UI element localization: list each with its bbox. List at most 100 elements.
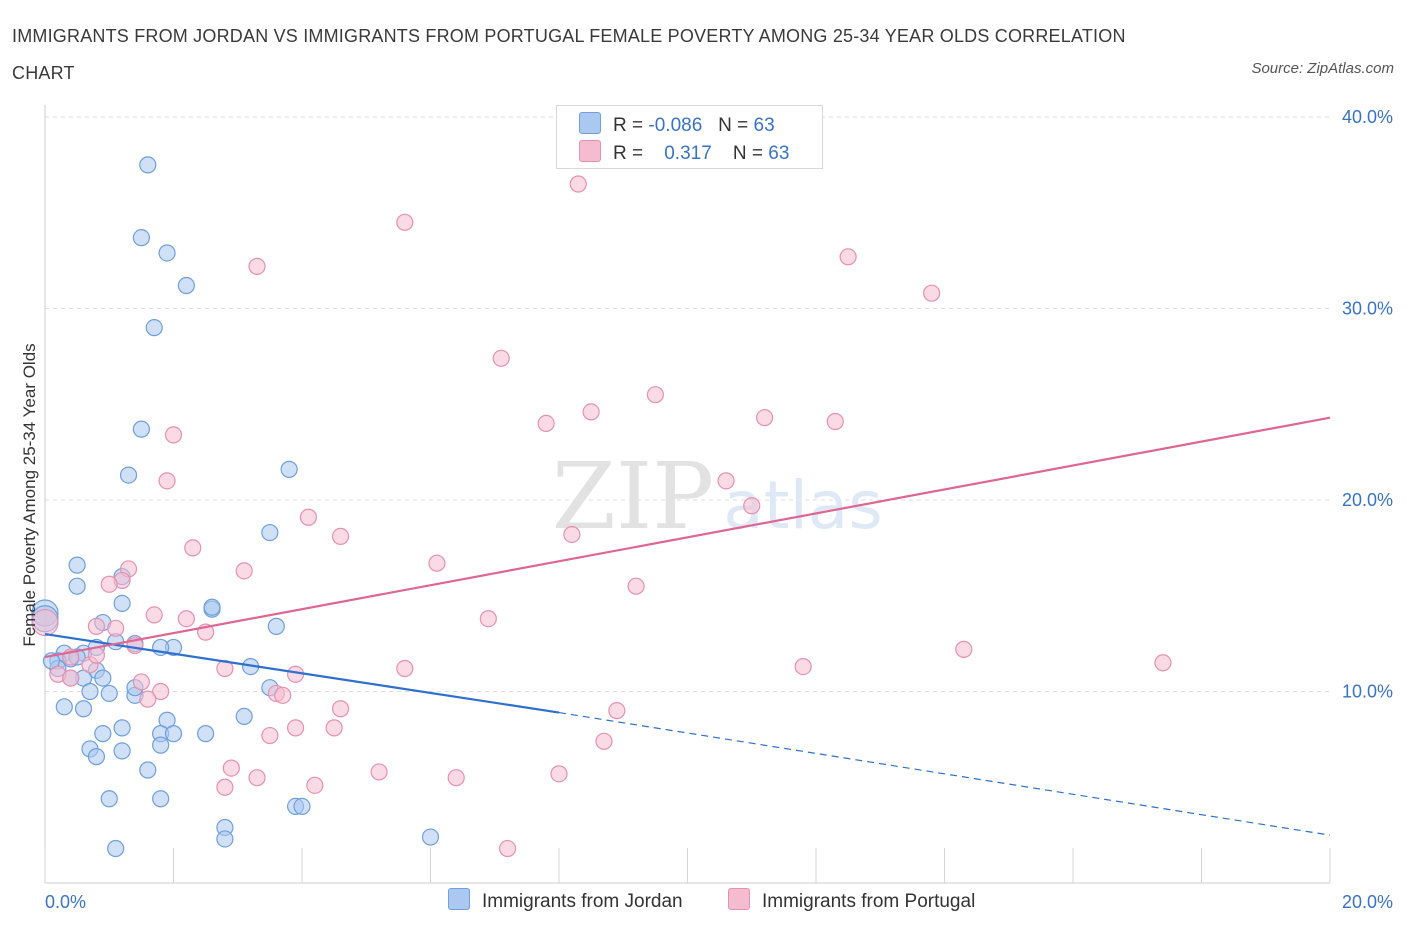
portugal-point bbox=[537, 414, 555, 432]
watermark: ZIP atlas bbox=[552, 443, 883, 550]
jordan-point bbox=[81, 682, 99, 701]
jordan-point bbox=[197, 725, 215, 743]
jordan-point bbox=[68, 556, 86, 574]
portugal-point bbox=[132, 673, 150, 691]
jordan-point bbox=[113, 719, 131, 737]
portugal-point bbox=[299, 508, 318, 526]
portugal-point bbox=[306, 776, 324, 794]
y-tick-label: 40.0% bbox=[1342, 107, 1393, 127]
portugal-point bbox=[428, 554, 446, 572]
y-axis-label: Female Poverty Among 25-34 Year Olds bbox=[20, 343, 39, 647]
jordan-point bbox=[164, 725, 183, 743]
jordan-point bbox=[216, 830, 234, 848]
portugal-point bbox=[274, 686, 292, 704]
portugal-point bbox=[743, 497, 761, 515]
portugal-point bbox=[582, 403, 600, 421]
portugal-point bbox=[216, 778, 234, 796]
bottom-legend-swatch-portugal bbox=[728, 888, 750, 910]
portugal-point bbox=[100, 575, 118, 593]
jordan-point bbox=[152, 736, 170, 754]
bottom-legend-label-jordan: Immigrants from Jordan bbox=[482, 891, 683, 912]
portugal-point bbox=[177, 610, 195, 628]
portugal-point bbox=[261, 726, 279, 745]
jordan-point bbox=[94, 669, 112, 687]
jordan-point bbox=[293, 797, 311, 816]
y-tick-label: 20.0% bbox=[1342, 490, 1393, 510]
jordan-point bbox=[74, 700, 93, 718]
jordan-point bbox=[139, 156, 157, 174]
legend-n-label: N = bbox=[718, 115, 749, 136]
bottom-legend-jordan: Immigrants from Jordan bbox=[448, 888, 683, 913]
portugal-point bbox=[248, 257, 266, 275]
portugal-point bbox=[1154, 654, 1172, 672]
jordan-trend-extension bbox=[558, 711, 1331, 836]
jordan-point bbox=[177, 276, 195, 295]
y-tick-label: 10.0% bbox=[1342, 682, 1393, 702]
x-tick-label: 0.0% bbox=[45, 892, 86, 912]
jordan-point bbox=[119, 466, 138, 484]
portugal-point bbox=[152, 682, 170, 701]
bottom-legend-swatch-jordan bbox=[448, 888, 470, 910]
jordan-point bbox=[87, 748, 106, 766]
portugal-point bbox=[87, 617, 106, 635]
jordan-point bbox=[132, 420, 150, 438]
portugal-point bbox=[331, 700, 350, 718]
jordan-point bbox=[55, 698, 73, 716]
portugal-point bbox=[794, 658, 812, 676]
jordan-point bbox=[68, 577, 86, 595]
jordan-point bbox=[100, 684, 118, 703]
portugal-point bbox=[608, 702, 626, 720]
portugal-point bbox=[447, 769, 465, 787]
legend-r-label: R = bbox=[613, 115, 644, 136]
tick-labels: 10.0% 20.0% 30.0% 40.0% 0.0% 20.0% bbox=[45, 107, 1393, 912]
portugal-point bbox=[145, 606, 163, 624]
bottom-legend-label-portugal: Immigrants from Portugal bbox=[762, 891, 976, 912]
legend-n-value-jordan: 63 bbox=[753, 115, 775, 136]
portugal-point bbox=[717, 472, 735, 490]
jordan-point bbox=[267, 617, 285, 635]
jordan-point bbox=[113, 742, 131, 760]
jordan-point bbox=[132, 229, 150, 247]
portugal-point bbox=[370, 763, 388, 781]
portugal-point bbox=[158, 472, 176, 490]
portugal-point bbox=[595, 732, 613, 750]
jordan-point bbox=[139, 761, 157, 779]
bottom-legend-portugal: Immigrants from Portugal bbox=[728, 888, 975, 913]
portugal-point bbox=[755, 409, 774, 427]
points bbox=[31, 156, 1172, 858]
portugal-trend-line bbox=[44, 416, 1331, 659]
portugal-point bbox=[62, 669, 80, 687]
chart-title: IMMIGRANTS FROM JORDAN VS IMMIGRANTS FRO… bbox=[12, 26, 1126, 83]
legend-row-portugal: R = 0.317 N = 63 bbox=[579, 140, 789, 164]
jordan-point bbox=[94, 725, 112, 743]
legend-n-label: N = bbox=[732, 143, 764, 164]
axes bbox=[44, 105, 1331, 884]
legend-n-value-portugal: 63 bbox=[768, 143, 790, 164]
portugal-point bbox=[235, 562, 253, 580]
jordan-point bbox=[235, 707, 253, 725]
portugal-point bbox=[479, 610, 497, 628]
portugal-point bbox=[550, 765, 568, 783]
portugal-point bbox=[31, 608, 59, 637]
portugal-point bbox=[222, 759, 240, 777]
jordan-point bbox=[100, 790, 118, 808]
trend-lines bbox=[44, 416, 1331, 836]
portugal-point bbox=[139, 690, 157, 708]
legend-swatch-jordan bbox=[579, 112, 601, 134]
legend-r-value-portugal: 0.317 bbox=[664, 143, 712, 164]
portugal-point bbox=[396, 213, 414, 231]
portugal-point bbox=[955, 640, 973, 658]
jordan-point bbox=[280, 460, 298, 478]
legend-swatch-portugal bbox=[579, 140, 601, 162]
y-tick-label: 30.0% bbox=[1342, 299, 1393, 319]
portugal-point bbox=[499, 839, 517, 858]
portugal-point bbox=[826, 412, 844, 431]
jordan-point bbox=[152, 790, 170, 808]
portugal-point bbox=[164, 426, 183, 444]
portugal-point bbox=[107, 619, 125, 637]
legend-r-value-jordan: -0.086 bbox=[648, 115, 703, 136]
portugal-point bbox=[325, 719, 343, 737]
x-tick-label: 20.0% bbox=[1342, 892, 1393, 912]
jordan-point bbox=[261, 523, 279, 542]
correlation-legend: R = -0.086 N = 63 R = 0.317 N = 63 bbox=[556, 105, 823, 169]
